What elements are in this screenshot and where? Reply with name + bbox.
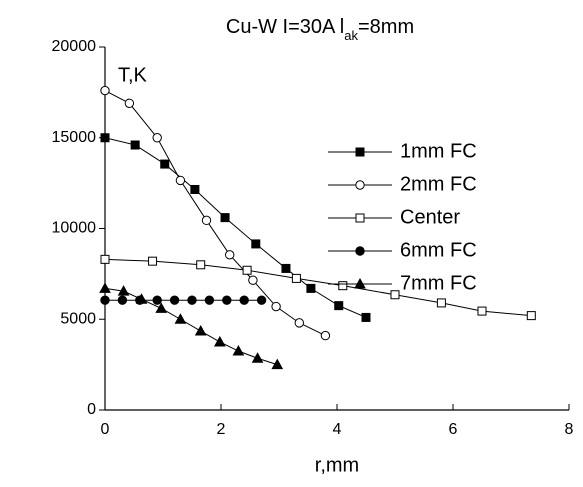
legend-label: 2mm FC — [400, 173, 477, 195]
marker — [135, 293, 148, 304]
marker — [204, 295, 215, 305]
x-axis-label: r,mm — [315, 454, 359, 476]
legend-label: 7mm FC — [400, 272, 477, 294]
marker — [355, 213, 365, 223]
marker — [232, 344, 245, 356]
marker — [213, 335, 226, 347]
legend-label: 1mm FC — [400, 140, 477, 162]
marker — [436, 298, 446, 308]
marker — [281, 263, 291, 273]
marker — [187, 295, 197, 305]
y-tick-label: 20000 — [52, 38, 97, 55]
x-tick-label: 2 — [217, 421, 226, 438]
marker — [242, 265, 252, 275]
marker — [477, 306, 487, 316]
legend-label: 6mm FC — [400, 239, 477, 261]
marker — [251, 352, 264, 363]
marker — [148, 256, 158, 266]
series-line — [104, 137, 367, 318]
marker — [100, 254, 110, 264]
marker — [194, 325, 207, 336]
x-tick-label: 0 — [101, 421, 110, 438]
marker — [320, 330, 331, 341]
marker — [271, 358, 284, 370]
marker — [361, 312, 371, 322]
marker — [294, 318, 304, 328]
marker — [99, 282, 111, 293]
y-tick-label: 10000 — [52, 220, 97, 237]
x-tick-label: 6 — [449, 421, 458, 438]
y-axis-label: T,K — [118, 64, 148, 86]
marker — [338, 281, 348, 291]
marker — [152, 133, 162, 143]
marker — [201, 215, 212, 226]
x-tick-label: 4 — [333, 421, 342, 438]
marker — [117, 295, 128, 305]
legend-label: Center — [400, 206, 460, 228]
x-tick-label: 8 — [565, 421, 574, 438]
marker — [390, 290, 400, 300]
marker — [291, 273, 301, 283]
marker — [124, 98, 135, 108]
series-line — [104, 287, 278, 366]
y-tick-label: 15000 — [52, 129, 97, 146]
marker — [152, 295, 162, 305]
marker — [526, 311, 536, 321]
marker — [196, 260, 206, 270]
series-line — [104, 90, 326, 337]
marker — [222, 295, 232, 305]
marker — [130, 140, 140, 150]
marker — [117, 285, 130, 296]
marker — [175, 175, 186, 186]
marker — [355, 180, 365, 190]
marker — [271, 301, 281, 312]
marker — [100, 133, 110, 143]
marker — [355, 147, 365, 157]
marker — [190, 184, 200, 194]
title-text: =8mm — [358, 16, 414, 38]
title-subscript: ak — [344, 28, 358, 43]
marker — [306, 283, 316, 293]
marker — [251, 239, 261, 249]
marker — [334, 301, 344, 311]
marker — [256, 295, 267, 305]
marker — [355, 246, 365, 256]
marker — [174, 313, 187, 324]
marker — [160, 159, 170, 169]
marker — [220, 213, 230, 223]
chart-title: Cu-W I=30A lak=8mm — [226, 16, 414, 43]
marker — [169, 295, 180, 305]
marker — [239, 295, 249, 305]
marker — [225, 250, 235, 260]
title-text: Cu-W I=30A l — [226, 16, 344, 38]
marker — [155, 302, 168, 313]
y-tick-label: 5000 — [60, 310, 96, 327]
marker — [354, 277, 366, 289]
marker — [100, 85, 110, 96]
marker — [100, 295, 110, 305]
y-tick-label: 0 — [87, 401, 96, 418]
series-line — [104, 258, 532, 317]
marker — [248, 275, 258, 285]
